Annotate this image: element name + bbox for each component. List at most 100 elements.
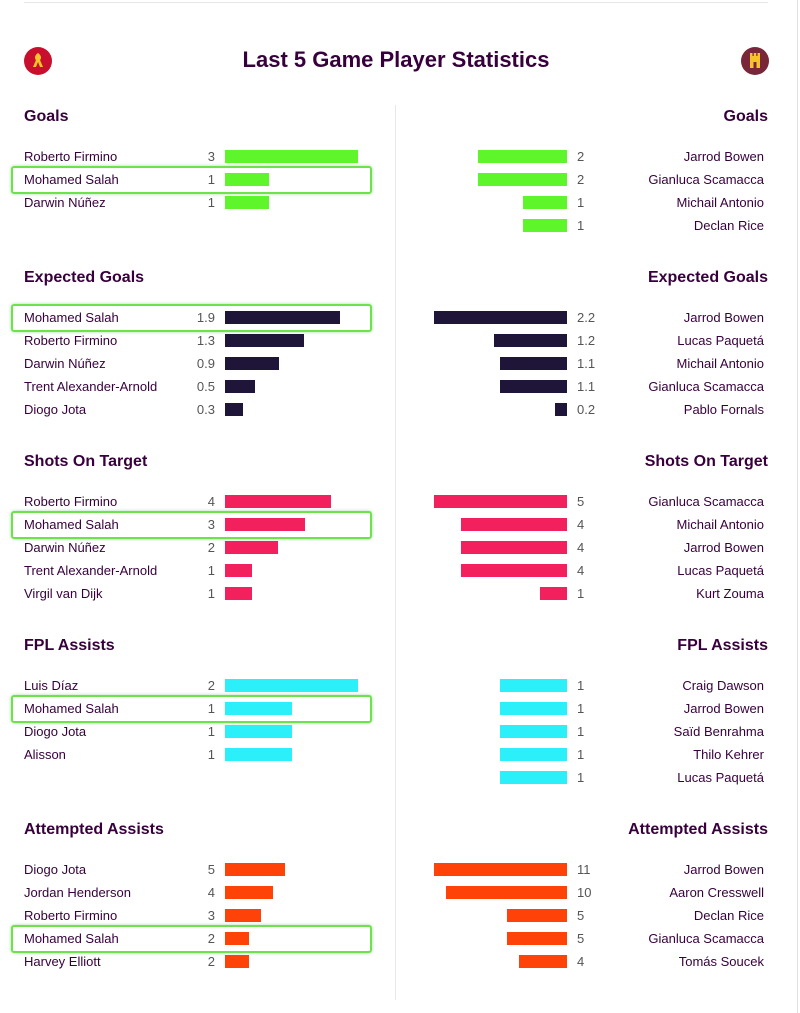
stat-value: 2 (207, 931, 215, 946)
stat-value: 4 (577, 540, 585, 555)
player-row: Harvey Elliott 2 (0, 950, 395, 973)
stat-value: 4 (577, 563, 585, 578)
player-name: Gianluca Scamacca (648, 379, 764, 394)
stat-value: 1 (207, 701, 215, 716)
player-row: 1.1 Gianluca Scamacca (396, 375, 792, 398)
stat-value: 1 (577, 586, 585, 601)
stat-bar (225, 380, 255, 393)
player-name: Roberto Firmino (24, 149, 118, 164)
player-row: Darwin Núñez 2 (0, 536, 395, 559)
player-name: Mohamed Salah (24, 172, 119, 187)
stat-bar (523, 219, 567, 232)
player-name: Mohamed Salah (24, 310, 119, 325)
player-row: Jordan Henderson 4 (0, 881, 395, 904)
west-ham-crest-icon (741, 47, 769, 75)
player-row: 1 Saïd Benrahma (396, 720, 792, 743)
stat-value: 10 (577, 885, 592, 900)
player-name: Diogo Jota (24, 862, 87, 877)
player-row: 1 Lucas Paquetá (396, 766, 792, 789)
stat-bar (540, 587, 567, 600)
stat-value: 0.2 (577, 402, 596, 417)
player-name: Gianluca Scamacca (648, 931, 764, 946)
stat-bar (225, 702, 292, 715)
player-name: Michail Antonio (676, 356, 764, 371)
player-name: Lucas Paquetá (677, 333, 764, 348)
player-name: Trent Alexander-Arnold (24, 563, 158, 578)
player-name: Trent Alexander-Arnold (24, 379, 158, 394)
player-name: Jarrod Bowen (683, 310, 764, 325)
stat-value: 5 (577, 494, 585, 509)
player-name: Jarrod Bowen (683, 149, 764, 164)
player-row: 1 Kurt Zouma (396, 582, 792, 605)
player-row: 1 Declan Rice (396, 214, 792, 237)
stat-value: 1.3 (196, 333, 215, 348)
player-name: Michail Antonio (676, 517, 764, 532)
stat-value: 4 (207, 494, 215, 509)
stat-bar (225, 587, 252, 600)
player-row: 0.2 Pablo Fornals (396, 398, 792, 421)
stat-bar (555, 403, 567, 416)
stat-bar (507, 909, 567, 922)
player-name: Kurt Zouma (696, 586, 764, 601)
stat-value: 1 (207, 195, 215, 210)
stat-value: 0.3 (196, 402, 215, 417)
player-row: 1 Jarrod Bowen (396, 697, 792, 720)
stat-value: 1.1 (577, 356, 596, 371)
player-name: Thilo Kehrer (693, 747, 764, 762)
player-name: Jordan Henderson (24, 885, 131, 900)
stat-value: 1.2 (577, 333, 596, 348)
highlight-box (11, 695, 372, 723)
highlight-box (11, 925, 372, 953)
stat-value: 5 (577, 908, 585, 923)
stat-value: 1 (577, 678, 585, 693)
stat-bar (461, 564, 567, 577)
stat-value: 3 (207, 908, 215, 923)
stat-bar (225, 564, 252, 577)
stat-value: 2.2 (577, 310, 596, 325)
player-row: Mohamed Salah 1 (0, 168, 395, 191)
player-row: 5 Gianluca Scamacca (396, 927, 792, 950)
player-name: Michail Antonio (676, 195, 764, 210)
stat-value: 3 (207, 517, 215, 532)
stat-value: 11 (577, 862, 591, 877)
stat-bar (519, 955, 567, 968)
player-row: 2 Gianluca Scamacca (396, 168, 792, 191)
player-row: Roberto Firmino 3 (0, 145, 395, 168)
stat-bar (500, 702, 567, 715)
player-name: Declan Rice (693, 218, 764, 233)
section-title-goals-home: Goals (24, 108, 69, 125)
stat-bar (500, 748, 567, 761)
player-name: Tomás Soucek (678, 954, 764, 969)
player-name: Diogo Jota (24, 402, 87, 417)
player-row: 1 Thilo Kehrer (396, 743, 792, 766)
stat-bar (225, 955, 249, 968)
player-row: Darwin Núñez 1 (0, 191, 395, 214)
stat-value: 2 (577, 149, 585, 164)
stat-value: 1 (577, 701, 585, 716)
stat-bar (225, 311, 340, 324)
highlight-box (11, 166, 372, 194)
player-name: Darwin Núñez (24, 195, 106, 210)
player-name: Roberto Firmino (24, 494, 118, 509)
stat-bar (225, 150, 358, 163)
player-name: Jarrod Bowen (683, 540, 764, 555)
stat-bar (461, 541, 567, 554)
player-row: Roberto Firmino 1.3 (0, 329, 395, 352)
stat-value: 1 (207, 172, 215, 187)
player-row: Mohamed Salah 3 (0, 513, 395, 536)
player-row: Diogo Jota 5 (0, 858, 395, 881)
stat-value: 1.1 (577, 379, 596, 394)
team-divider (395, 105, 396, 1000)
stat-bar (225, 932, 249, 945)
player-name: Darwin Núñez (24, 540, 106, 555)
player-row: 4 Tomás Soucek (396, 950, 792, 973)
stat-value: 1 (207, 724, 215, 739)
stat-bar (478, 150, 567, 163)
player-name: Virgil van Dijk (24, 586, 103, 601)
stat-bar (434, 495, 567, 508)
player-name: Mohamed Salah (24, 517, 119, 532)
stat-value: 0.5 (196, 379, 215, 394)
player-row: Trent Alexander-Arnold 0.5 (0, 375, 395, 398)
player-row: Roberto Firmino 3 (0, 904, 395, 927)
player-row: Mohamed Salah 1.9 (0, 306, 395, 329)
